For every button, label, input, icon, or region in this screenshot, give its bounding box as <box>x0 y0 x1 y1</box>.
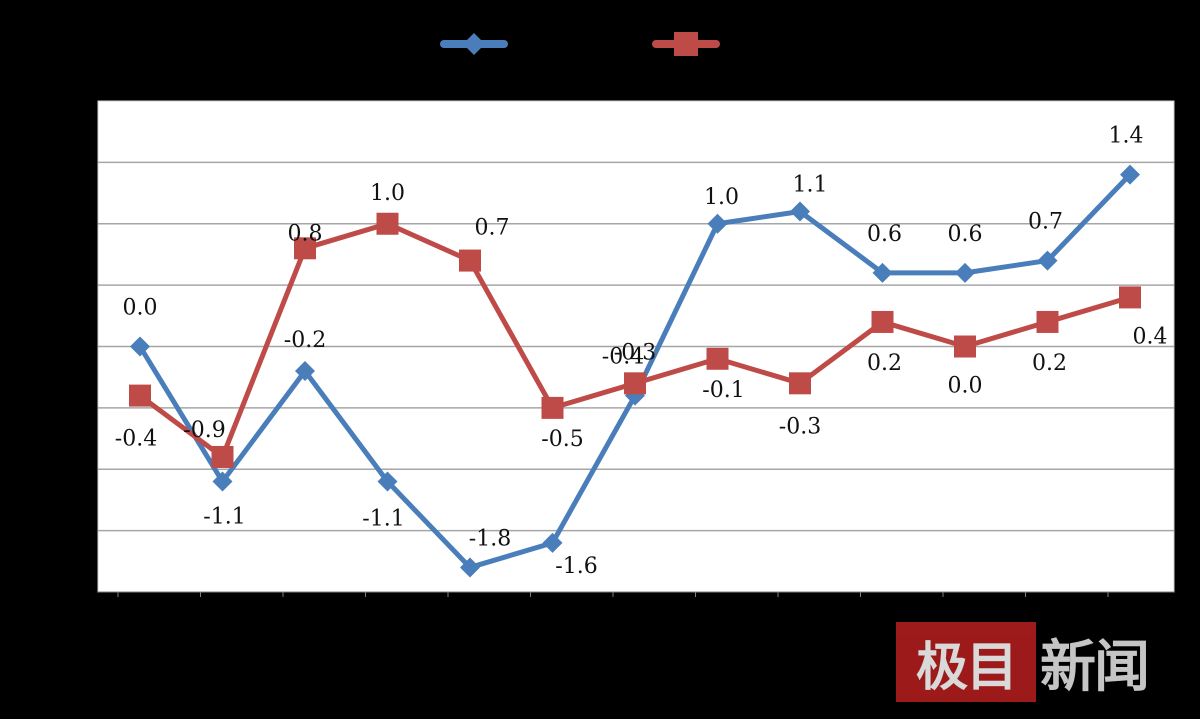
data-label: -0.5 <box>541 427 583 452</box>
data-label: -0.4 <box>602 345 644 370</box>
data-label: -1.6 <box>555 554 597 579</box>
series-layer <box>129 164 1141 578</box>
data-point <box>707 213 728 234</box>
legend-entry-1 <box>440 33 508 55</box>
data-point <box>541 396 564 419</box>
data-label: 0.7 <box>1028 210 1063 235</box>
data-label: -0.3 <box>614 340 656 365</box>
legend-marker <box>463 33 485 55</box>
data-point <box>1119 286 1141 309</box>
watermark-logo-text: 新闻 <box>1040 633 1150 700</box>
data-point <box>211 445 234 468</box>
x-axis-ticks <box>98 591 1174 597</box>
data-point <box>954 335 976 358</box>
data-point <box>295 361 315 382</box>
data-label: -0.4 <box>115 427 157 452</box>
data-point <box>1120 164 1140 185</box>
data-label: -0.2 <box>284 328 326 353</box>
data-label: 1.0 <box>370 181 405 206</box>
data-point <box>790 201 810 222</box>
data-point <box>1037 250 1058 271</box>
data-point <box>460 557 480 578</box>
chart-legend <box>440 32 720 56</box>
data-label: 1.4 <box>1109 124 1144 149</box>
data-label: 1.1 <box>793 172 828 197</box>
data-point <box>624 372 646 395</box>
data-point <box>955 262 975 283</box>
data-label: 0.4 <box>1133 324 1168 349</box>
data-label: 0.2 <box>867 351 902 376</box>
data-label: 0.0 <box>123 296 158 321</box>
data-label: -0.3 <box>779 414 821 439</box>
data-label: 0.6 <box>867 222 902 247</box>
data-point <box>129 384 151 407</box>
data-point <box>294 237 316 260</box>
data-label: 1.0 <box>704 185 739 210</box>
data-label: -1.1 <box>362 507 404 532</box>
legend-entry-2 <box>652 32 720 56</box>
data-label: 0.0 <box>948 374 983 399</box>
data-point <box>542 532 563 553</box>
data-point <box>1036 310 1059 333</box>
data-label: -0.1 <box>702 378 744 403</box>
series-2 <box>129 212 1141 468</box>
data-point <box>872 262 893 283</box>
data-label: 0.2 <box>1032 351 1067 376</box>
data-point <box>212 471 233 492</box>
watermark-logo-box: 极目 <box>896 622 1036 702</box>
data-label: -1.1 <box>203 505 245 530</box>
data-point <box>377 471 398 492</box>
data-label: -1.8 <box>469 526 511 551</box>
data-point <box>459 249 481 272</box>
data-label: 0.8 <box>288 221 323 246</box>
data-label: 0.7 <box>475 216 510 241</box>
data-point <box>871 310 894 333</box>
data-point <box>706 347 729 370</box>
data-point <box>376 212 399 235</box>
data-point <box>789 372 811 395</box>
data-point <box>130 336 150 357</box>
data-label: -0.9 <box>183 418 225 443</box>
legend-marker <box>674 32 698 56</box>
data-label: 0.6 <box>948 222 983 247</box>
data-labels-layer: 0.0 -1.1 -0.2 -1.1 -1.8 -1.6 -0.4 1.0 1.1 0.6 0.6 0… <box>115 124 1168 579</box>
watermark: 极目 新闻 <box>896 622 1150 702</box>
